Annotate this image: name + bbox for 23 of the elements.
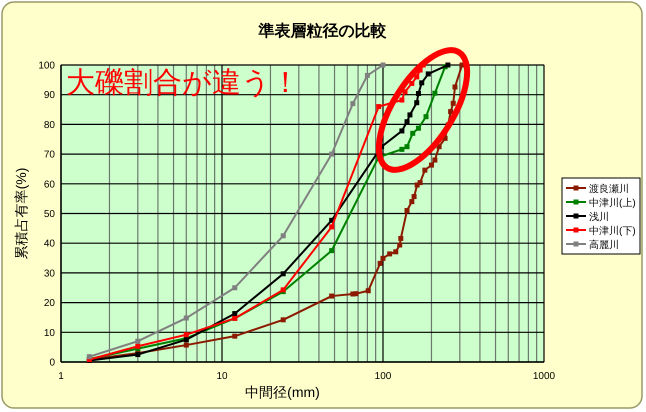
y-tick-label: 80: [44, 120, 56, 131]
x-tick-label: 1: [58, 371, 64, 382]
legend-label: 浅川: [589, 211, 609, 223]
y-axis-title: 累積占有率(%): [13, 168, 29, 260]
y-tick-label: 0: [49, 358, 56, 368]
y-tick-label: 90: [44, 90, 56, 102]
x-tick-label: 1000: [532, 371, 556, 382]
x-tick-label: 10: [216, 371, 228, 382]
legend-label: 中津川(上): [589, 197, 636, 209]
y-tick-label: 30: [44, 268, 56, 280]
y-tick-label: 40: [44, 238, 56, 250]
y-tick-label: 10: [44, 328, 56, 339]
x-axis-title: 中間径(mm): [245, 384, 320, 400]
y-tick-label: 100: [38, 60, 56, 72]
y-tick-label: 20: [44, 298, 56, 310]
chart-title: 準表層粒径の比較: [258, 22, 388, 40]
x-tick-label: 100: [374, 371, 392, 382]
legend-label: 中津川(下): [589, 225, 636, 237]
y-tick-label: 70: [44, 150, 56, 161]
legend-label: 高麗川: [589, 239, 619, 251]
y-tick-label: 60: [44, 179, 56, 190]
legend-label: 渡良瀬川: [589, 183, 629, 195]
y-tick-label: 50: [44, 209, 56, 220]
